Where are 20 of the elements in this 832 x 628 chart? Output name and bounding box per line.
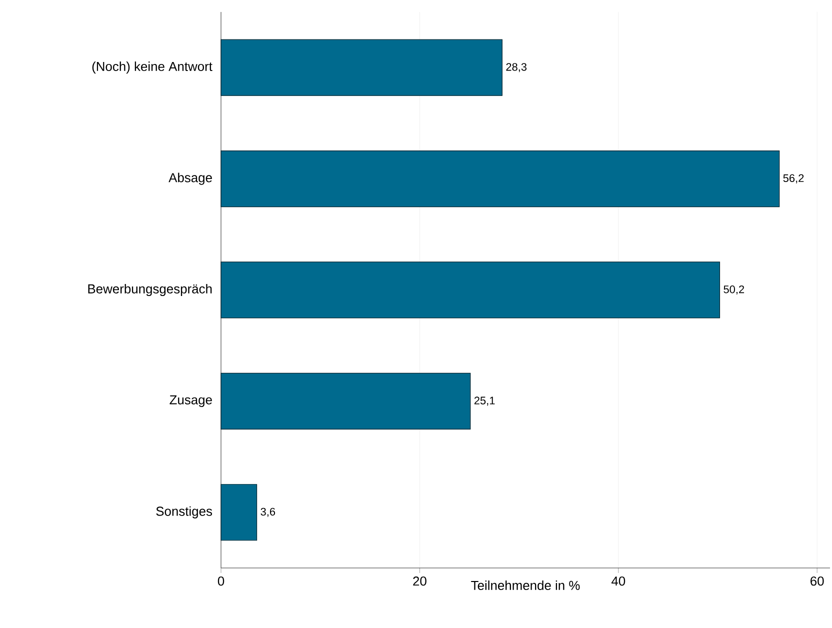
x-axis-title: Teilnehmende in % bbox=[471, 580, 580, 590]
bar bbox=[220, 484, 258, 541]
bar bbox=[220, 150, 780, 208]
x-tick-label: 40 bbox=[611, 576, 626, 586]
y-tick-label: Zusage bbox=[170, 395, 212, 407]
data-label: 50,2 bbox=[724, 285, 744, 295]
data-label: 3,6 bbox=[260, 508, 276, 517]
y-tick-label: (Noch) keine Antwort bbox=[92, 62, 212, 74]
x-tick-label: 20 bbox=[413, 576, 426, 586]
y-tick-label: Absage bbox=[168, 172, 212, 185]
y-tick-label: Bewerbungsgespräch bbox=[88, 284, 212, 296]
x-tick-label: 0 bbox=[218, 576, 224, 586]
bar bbox=[220, 372, 471, 430]
data-label: 56,2 bbox=[783, 174, 804, 184]
x-tick-label: 60 bbox=[810, 576, 824, 586]
bar bbox=[220, 39, 502, 96]
data-label: 28,3 bbox=[506, 63, 527, 72]
data-label: 25,1 bbox=[474, 396, 495, 406]
bar bbox=[220, 262, 720, 318]
y-tick-label: Sonstiges bbox=[156, 506, 212, 518]
